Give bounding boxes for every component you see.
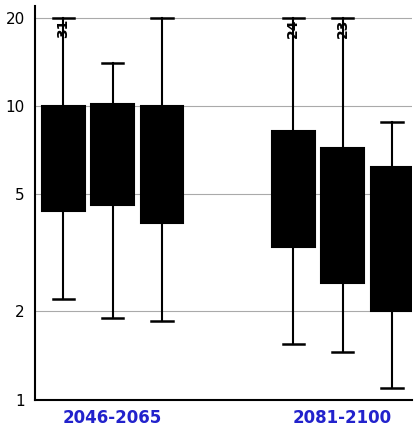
Text: 23: 23 — [336, 19, 349, 39]
PathPatch shape — [42, 106, 84, 211]
PathPatch shape — [140, 106, 183, 223]
PathPatch shape — [272, 131, 315, 248]
Text: 24: 24 — [286, 19, 300, 39]
PathPatch shape — [370, 167, 413, 311]
Text: 31: 31 — [56, 19, 70, 39]
PathPatch shape — [91, 103, 134, 205]
PathPatch shape — [321, 148, 364, 283]
